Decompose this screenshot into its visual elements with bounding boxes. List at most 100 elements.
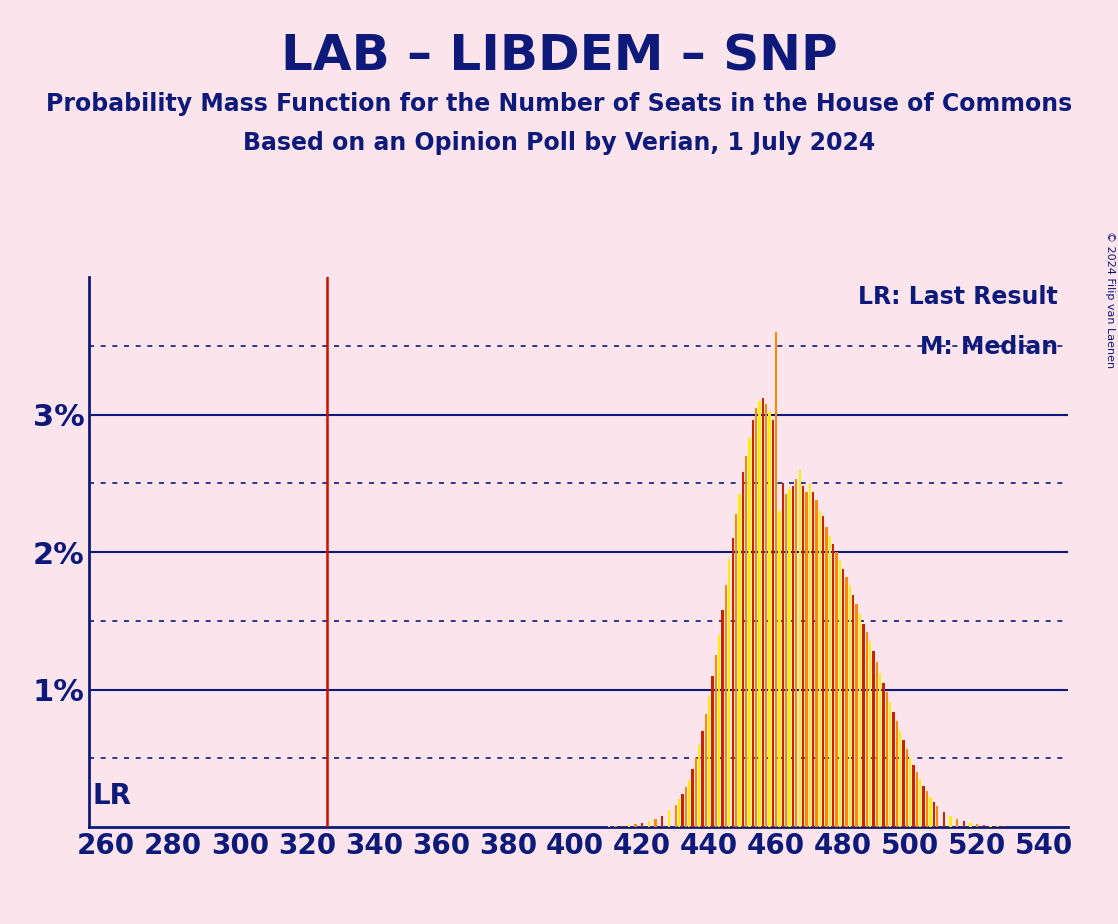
Bar [745,456,747,827]
Bar [761,398,764,827]
Bar [922,785,925,827]
Bar [741,472,743,827]
Bar [926,791,928,827]
Bar [882,683,884,827]
Bar [755,407,757,827]
Bar [724,585,727,827]
Bar [909,757,911,827]
Bar [661,816,663,827]
Bar [956,820,958,827]
Bar [892,711,894,827]
Bar [691,770,693,827]
Bar [768,412,770,827]
Bar [949,816,951,827]
Text: LR: LR [93,783,132,810]
Bar [667,810,670,827]
Bar [942,812,945,827]
Bar [714,655,717,827]
Bar [688,780,690,827]
Bar [681,794,683,827]
Bar [614,826,617,827]
Bar [932,801,935,827]
Bar [805,492,807,827]
Bar [808,483,811,827]
Bar [862,624,864,827]
Bar [815,500,817,827]
Bar [795,480,797,827]
Bar [698,745,700,827]
Bar [778,511,780,827]
Bar [634,824,636,827]
Bar [889,702,891,827]
Bar [906,748,908,827]
Bar [674,805,676,827]
Bar [765,404,767,827]
Bar [775,333,777,827]
Text: LAB – LIBDEM – SNP: LAB – LIBDEM – SNP [281,32,837,80]
Bar [912,765,915,827]
Text: Based on an Opinion Poll by Verian, 1 July 2024: Based on an Opinion Poll by Verian, 1 Ju… [243,131,875,155]
Bar [751,420,754,827]
Bar [654,819,656,827]
Bar [976,824,978,827]
Text: Probability Mass Function for the Number of Seats in the House of Commons: Probability Mass Function for the Number… [46,92,1072,116]
Bar [758,401,760,827]
Bar [919,779,921,827]
Bar [983,825,985,827]
Bar [785,494,787,827]
Bar [865,632,868,827]
Bar [701,731,703,827]
Bar [822,517,824,827]
Bar [627,825,629,827]
Bar [771,420,774,827]
Bar [704,714,707,827]
Bar [902,740,904,827]
Bar [859,614,861,827]
Bar [708,697,710,827]
Bar [852,595,854,827]
Text: M: Median: M: Median [920,334,1058,359]
Bar [825,528,827,827]
Bar [721,610,723,827]
Bar [735,514,737,827]
Bar [899,731,901,827]
Bar [879,673,881,827]
Bar [916,772,918,827]
Bar [989,826,992,827]
Bar [647,821,650,827]
Text: LR: Last Result: LR: Last Result [859,286,1058,310]
Bar [798,469,800,827]
Bar [718,635,720,827]
Bar [929,796,931,827]
Bar [781,483,784,827]
Bar [620,826,624,827]
Bar [684,787,686,827]
Bar [802,486,804,827]
Bar [738,494,740,827]
Bar [969,823,972,827]
Bar [963,821,965,827]
Text: © 2024 Filip van Laenen: © 2024 Filip van Laenen [1106,231,1115,368]
Bar [748,438,750,827]
Bar [835,553,837,827]
Bar [855,604,858,827]
Bar [838,560,841,827]
Bar [875,662,878,827]
Bar [872,651,874,827]
Bar [832,544,834,827]
Bar [845,577,847,827]
Bar [731,539,733,827]
Bar [849,585,851,827]
Bar [678,799,680,827]
Bar [818,511,821,827]
Bar [885,692,888,827]
Bar [788,489,790,827]
Bar [842,568,844,827]
Bar [728,559,730,827]
Bar [869,641,871,827]
Bar [641,823,643,827]
Bar [828,536,831,827]
Bar [694,759,697,827]
Bar [896,721,898,827]
Bar [936,806,938,827]
